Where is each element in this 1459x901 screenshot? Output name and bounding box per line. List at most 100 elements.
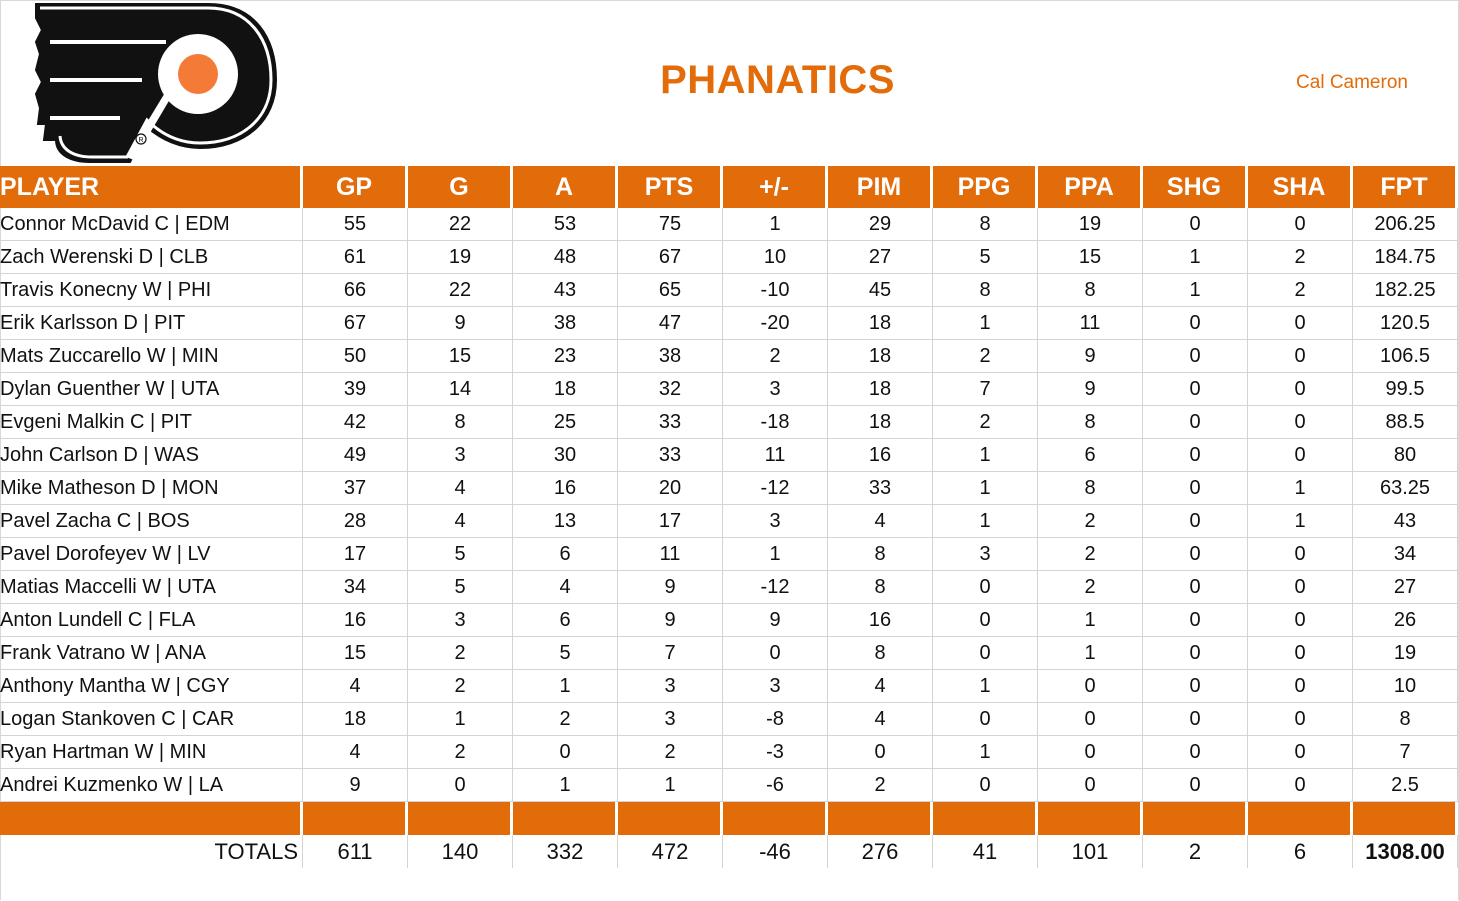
- player-name-cell: Mats Zuccarello W | MIN: [0, 340, 303, 373]
- table-row: Anthony Mantha W | CGY 4 2 1 3 3 4 1 0 0 0 10: [0, 670, 1458, 703]
- stat-cell: 0: [1143, 538, 1248, 571]
- stat-cell: -6: [723, 769, 828, 802]
- total-cell: 472: [618, 835, 723, 868]
- stat-cell: 9: [618, 604, 723, 637]
- stat-cell: 0: [1143, 373, 1248, 406]
- player-name-cell: Pavel Dorofeyev W | LV: [0, 538, 303, 571]
- stat-cell: 1: [1038, 604, 1143, 637]
- separator-cell: [1038, 802, 1143, 835]
- stat-cell: 0: [933, 769, 1038, 802]
- stat-cell: 0: [1143, 208, 1248, 241]
- stat-cell: 3: [723, 505, 828, 538]
- stat-cell: 2: [723, 340, 828, 373]
- stat-cell: 45: [828, 274, 933, 307]
- stat-cell: 22: [408, 208, 513, 241]
- stat-cell: 15: [1038, 241, 1143, 274]
- stat-cell: -8: [723, 703, 828, 736]
- stat-cell: 1: [513, 769, 618, 802]
- stat-cell: 55: [303, 208, 408, 241]
- total-cell: 101: [1038, 835, 1143, 868]
- stat-cell: 63.25: [1353, 472, 1458, 505]
- player-name-cell: Frank Vatrano W | ANA: [0, 637, 303, 670]
- stat-cell: 9: [1038, 373, 1143, 406]
- total-cell: 332: [513, 835, 618, 868]
- table-row: Andrei Kuzmenko W | LA 9 0 1 1 -6 2 0 0 0 0 2.5: [0, 769, 1458, 802]
- stat-cell: 5: [408, 571, 513, 604]
- separator-cell: [618, 802, 723, 835]
- stat-cell: 0: [933, 703, 1038, 736]
- separator-cell: [408, 802, 513, 835]
- stat-cell: 1: [933, 472, 1038, 505]
- stat-cell: 2: [618, 736, 723, 769]
- stat-cell: 49: [303, 439, 408, 472]
- stat-cell: 66: [303, 274, 408, 307]
- player-name-cell: Travis Konecny W | PHI: [0, 274, 303, 307]
- stat-cell: 0: [1143, 736, 1248, 769]
- stat-cell: 0: [1143, 604, 1248, 637]
- stat-cell: 0: [408, 769, 513, 802]
- stat-cell: 1: [723, 538, 828, 571]
- header-row: PLAYER GP G A PTS +/- PIM PPG PPA SHG SHA FPT: [0, 166, 1458, 208]
- stat-cell: 8: [1038, 472, 1143, 505]
- stat-cell: 23: [513, 340, 618, 373]
- stat-cell: 29: [828, 208, 933, 241]
- separator-cell: [513, 802, 618, 835]
- stat-cell: 7: [933, 373, 1038, 406]
- stat-cell: 13: [513, 505, 618, 538]
- stat-cell: 3: [723, 373, 828, 406]
- stat-cell: 2: [933, 406, 1038, 439]
- table-row: Ryan Hartman W | MIN 4 2 0 2 -3 0 1 0 0 0 7: [0, 736, 1458, 769]
- stat-cell: 4: [513, 571, 618, 604]
- column-header-sha: SHA: [1248, 166, 1353, 208]
- stat-cell: 3: [618, 670, 723, 703]
- stat-cell: 0: [1248, 637, 1353, 670]
- stat-cell: 2: [1038, 538, 1143, 571]
- player-name-cell: Dylan Guenther W | UTA: [0, 373, 303, 406]
- stat-cell: 53: [513, 208, 618, 241]
- stat-cell: -20: [723, 307, 828, 340]
- stat-cell: 120.5: [1353, 307, 1458, 340]
- flyers-logo-icon: R: [34, 3, 278, 163]
- player-name-cell: Ryan Hartman W | MIN: [0, 736, 303, 769]
- separator-cell: [0, 802, 303, 835]
- stat-cell: 1: [933, 736, 1038, 769]
- stat-cell: 16: [828, 439, 933, 472]
- stat-cell: 0: [1143, 340, 1248, 373]
- stat-cell: 0: [1143, 439, 1248, 472]
- svg-text:R: R: [139, 137, 144, 144]
- total-cell: 41: [933, 835, 1038, 868]
- stat-cell: 1: [1248, 505, 1353, 538]
- stat-cell: 2: [408, 637, 513, 670]
- stat-cell: 0: [1038, 736, 1143, 769]
- stat-cell: 0: [513, 736, 618, 769]
- stat-cell: 9: [408, 307, 513, 340]
- stat-cell: 0: [1248, 439, 1353, 472]
- stat-cell: 47: [618, 307, 723, 340]
- total-cell: 611: [303, 835, 408, 868]
- stat-cell: 42: [303, 406, 408, 439]
- stat-cell: 5: [408, 538, 513, 571]
- stat-cell: 3: [618, 703, 723, 736]
- stat-cell: 1: [933, 439, 1038, 472]
- stat-cell: 0: [1143, 406, 1248, 439]
- stat-cell: 39: [303, 373, 408, 406]
- stat-cell: 3: [408, 604, 513, 637]
- stat-cell: 0: [1143, 307, 1248, 340]
- stat-cell: 184.75: [1353, 241, 1458, 274]
- stat-cell: 9: [303, 769, 408, 802]
- stat-cell: 1: [723, 208, 828, 241]
- column-header-ppg: PPG: [933, 166, 1038, 208]
- stat-cell: 19: [408, 241, 513, 274]
- column-header-gp: GP: [303, 166, 408, 208]
- separator-cell: [1353, 802, 1458, 835]
- stat-cell: 206.25: [1353, 208, 1458, 241]
- stat-cell: -3: [723, 736, 828, 769]
- stat-cell: 7: [618, 637, 723, 670]
- stat-cell: 8: [828, 637, 933, 670]
- column-header-ppa: PPA: [1038, 166, 1143, 208]
- team-name-title: PHANATICS: [660, 58, 895, 102]
- stat-cell: 0: [1248, 340, 1353, 373]
- player-name-cell: Zach Werenski D | CLB: [0, 241, 303, 274]
- stat-cell: 8: [1038, 406, 1143, 439]
- separator-cell: [933, 802, 1038, 835]
